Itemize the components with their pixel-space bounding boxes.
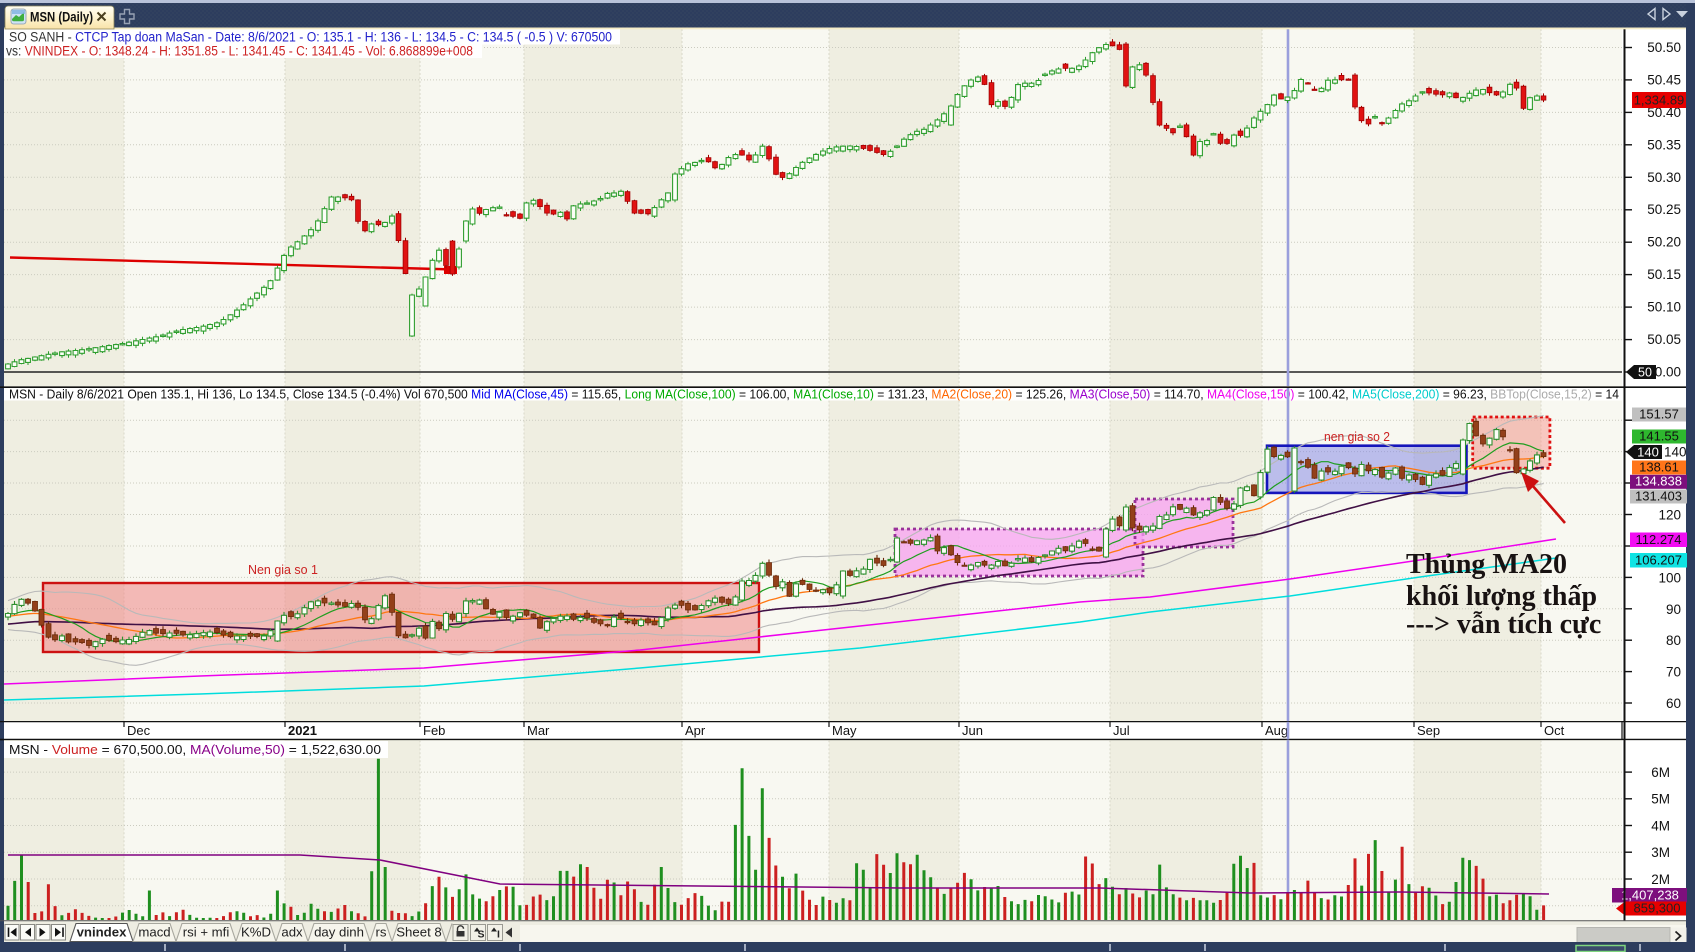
svg-text:120: 120 — [1658, 508, 1681, 523]
svg-text:Feb: Feb — [423, 723, 445, 738]
svg-text:2M: 2M — [1651, 872, 1670, 887]
svg-text:1,334.89: 1,334.89 — [1634, 93, 1685, 108]
svg-text:Dec: Dec — [127, 723, 151, 738]
svg-text:Nen gia so 1: Nen gia so 1 — [248, 562, 318, 577]
svg-text:70: 70 — [1666, 665, 1681, 680]
svg-text:adx: adx — [281, 925, 303, 940]
svg-text:106.207: 106.207 — [1635, 552, 1682, 567]
svg-text:macd: macd — [138, 925, 170, 940]
svg-text:4M: 4M — [1651, 818, 1670, 833]
svg-text:nen gia so 2: nen gia so 2 — [1324, 430, 1390, 444]
svg-text:2021: 2021 — [288, 723, 317, 738]
svg-text:134.838: 134.838 — [1635, 474, 1682, 489]
svg-text:---> vẫn tích cực: ---> vẫn tích cực — [1406, 609, 1601, 640]
svg-text:50.50: 50.50 — [1647, 40, 1681, 55]
svg-text:MSN - Daily 8/6/2021 Open 135.: MSN - Daily 8/6/2021 Open 135.1, Hi 136,… — [9, 387, 1619, 402]
svg-text:K%D: K%D — [241, 925, 271, 940]
svg-text:112.274: 112.274 — [1635, 532, 1681, 547]
svg-text:151.57: 151.57 — [1639, 406, 1679, 421]
svg-text:80: 80 — [1666, 633, 1681, 648]
svg-text:60: 60 — [1666, 696, 1681, 711]
svg-text:Jul: Jul — [1113, 723, 1130, 738]
svg-text:MSN - Volume = 670,500.00, MA(: MSN - Volume = 670,500.00, MA(Volume,50)… — [9, 742, 381, 757]
svg-text:I: I — [497, 929, 500, 941]
svg-text:day dinh: day dinh — [314, 925, 364, 940]
svg-text:141.55: 141.55 — [1639, 428, 1679, 443]
svg-text:S: S — [477, 929, 484, 941]
svg-text:50.40: 50.40 — [1647, 105, 1681, 120]
svg-text:90: 90 — [1666, 602, 1681, 617]
svg-text:Sheet 8: Sheet 8 — [396, 925, 441, 940]
svg-text:131.403: 131.403 — [1635, 488, 1682, 503]
svg-text:50.25: 50.25 — [1647, 202, 1681, 217]
svg-text:vnindex: vnindex — [77, 925, 127, 940]
svg-text:Apr: Apr — [685, 723, 706, 738]
svg-text:May: May — [832, 723, 857, 738]
svg-text:Aug: Aug — [1265, 723, 1288, 738]
svg-text:50: 50 — [1638, 366, 1652, 380]
svg-text:SO SANH - CTCP Tap doan MaSan: SO SANH - CTCP Tap doan MaSan - Date: 8/… — [9, 30, 612, 45]
svg-text:vs: VNINDEX - O: 1348.24 - H:: vs: VNINDEX - O: 1348.24 - H: 1351.85 - … — [6, 44, 473, 59]
svg-text:rs: rs — [376, 925, 387, 940]
svg-text:140: 140 — [1637, 445, 1659, 460]
svg-text:138.61: 138.61 — [1639, 459, 1679, 474]
svg-text:100: 100 — [1658, 570, 1681, 585]
svg-text:3M: 3M — [1651, 845, 1670, 860]
svg-text:Mar: Mar — [527, 723, 550, 738]
svg-text:50.15: 50.15 — [1647, 267, 1681, 282]
svg-text:1,407,238: 1,407,238 — [1621, 888, 1679, 903]
svg-text:MSN (Daily): MSN (Daily) — [30, 9, 93, 25]
svg-text:rsi + mfi: rsi + mfi — [183, 925, 230, 940]
svg-text:5M: 5M — [1651, 792, 1670, 807]
svg-text:50.20: 50.20 — [1647, 235, 1681, 250]
svg-text:50.10: 50.10 — [1647, 300, 1681, 315]
svg-text:859,300: 859,300 — [1634, 901, 1681, 916]
svg-text:50.05: 50.05 — [1647, 332, 1681, 347]
svg-text:50.45: 50.45 — [1647, 72, 1681, 87]
svg-text:khối lượng thấp: khối lượng thấp — [1406, 581, 1597, 612]
svg-text:Thủng MA20: Thủng MA20 — [1406, 549, 1567, 580]
svg-text:50.35: 50.35 — [1647, 137, 1681, 152]
svg-text:50.30: 50.30 — [1647, 170, 1681, 185]
svg-text:Oct: Oct — [1544, 723, 1565, 738]
svg-text:Sep: Sep — [1417, 723, 1440, 738]
svg-text:140: 140 — [1664, 445, 1687, 460]
svg-text:6M: 6M — [1651, 765, 1670, 780]
svg-text:Jun: Jun — [962, 723, 983, 738]
